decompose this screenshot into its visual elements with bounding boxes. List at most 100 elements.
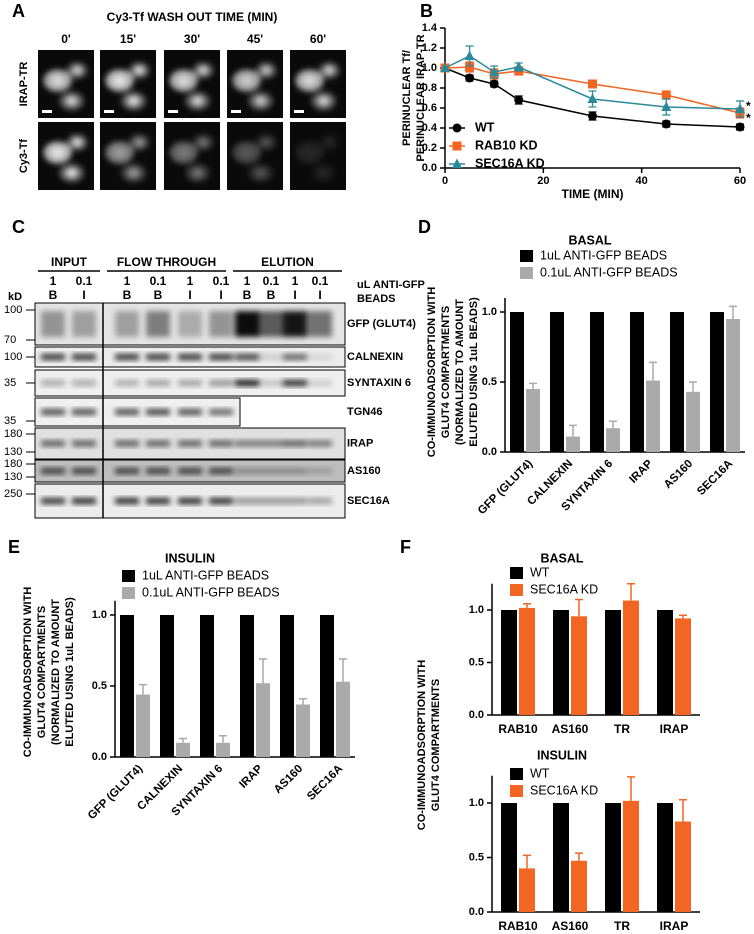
lane-label: 1 [244,274,251,288]
legend-swatch [510,567,523,579]
band [283,311,307,337]
error-bar [179,737,187,743]
bar [623,800,639,912]
band [115,354,139,360]
y-tick-label: 1.0 [469,797,484,809]
point [735,122,745,132]
error-bar [523,602,531,608]
x-tick-label: SEC16A [695,458,735,498]
x-tick-label: GFP (GLUT4) [86,763,146,823]
band [115,440,139,447]
point [440,62,450,72]
band [259,354,283,360]
bar [623,600,639,715]
time-label: 0' [61,32,71,46]
band [146,311,170,337]
legend-swatch [122,587,135,599]
band [209,354,233,360]
annotation: * [746,99,751,113]
bar [176,742,190,757]
legend-label: SEC16A KD [530,783,598,797]
band [259,468,283,474]
legend-label: 0.1uL ANTI-GFP BEADS [142,585,280,599]
panel-label: B [420,1,433,21]
cell-core [114,76,126,85]
y-tick-label: 0.0 [469,709,484,721]
band [259,380,283,386]
legend-label: WT [530,766,550,780]
cell-core [192,97,203,105]
y-tick-label: 1.0 [482,306,497,318]
lane-key: uL ANTI-GFP [357,279,425,291]
point [514,95,524,105]
bar [657,610,673,715]
band [41,468,65,474]
bar [605,803,621,912]
band [308,468,332,474]
legend-label: 0.1uL ANTI-GFP BEADS [540,265,678,279]
band [115,380,139,386]
panel-label: C [12,217,25,237]
lane-label: B [49,288,58,302]
x-tick-label: AS160 [662,458,695,491]
lane-label: B [154,288,163,302]
point [513,61,524,71]
band [115,468,139,474]
y-tick-label: 1.0 [422,62,437,74]
bar [280,615,294,757]
chart-title: BASAL [568,233,611,247]
x-tick-label: IRAP [660,919,689,933]
blot-label: SEC16A [347,495,390,507]
bar [605,610,621,715]
y-tick-label: 0.4 [422,122,438,134]
panel-label: F [400,537,411,557]
mw-marker: 35 [4,377,16,389]
cell-core [199,139,208,146]
cells [169,134,214,182]
error-bar [299,698,307,705]
bar [510,312,524,452]
bar [646,380,660,452]
x-tick-label: 40 [636,175,648,187]
error-bar [627,776,635,801]
cell-core [128,169,139,177]
legend-marker [452,141,462,151]
y-axis-label: GLUT4 COMPARTMENTS [440,306,452,438]
y-axis-label: PERINUCLEAR Tf/ [401,50,413,146]
point [588,79,597,89]
legend-swatch [520,250,533,262]
point [661,90,671,100]
y-axis-label: (NORMALIZED TO AMOUNT [454,299,466,445]
panel-label: D [418,217,431,237]
band [283,380,307,386]
bands [41,498,332,504]
error-bar [627,583,635,601]
mw-marker: 130 [4,446,22,458]
bar [553,803,569,912]
error-bar [139,683,147,695]
legend-marker [452,123,462,133]
cell-core [178,76,190,85]
bar [240,615,254,757]
blot-label: IRAP [347,437,373,449]
bar [336,681,350,757]
panel-a-title: Cy3-Tf WASH OUT TIME (MIN) [107,10,278,24]
bar [657,803,673,912]
y-tick-label: 1.4 [422,22,438,34]
legend-swatch [122,570,135,582]
band [41,498,65,504]
lane-label: I [219,288,222,302]
band [209,498,233,504]
y-tick-label: 1.0 [92,609,107,621]
band [72,354,96,360]
error-bar [575,852,583,861]
legend-label: WT [530,565,550,579]
cell-core [52,76,64,85]
cell-core [66,169,77,177]
cell-core [304,148,316,158]
bar [566,436,580,452]
error-bar [575,598,583,617]
point [489,79,499,89]
bar [200,615,214,757]
mw-marker: 130 [4,471,22,483]
